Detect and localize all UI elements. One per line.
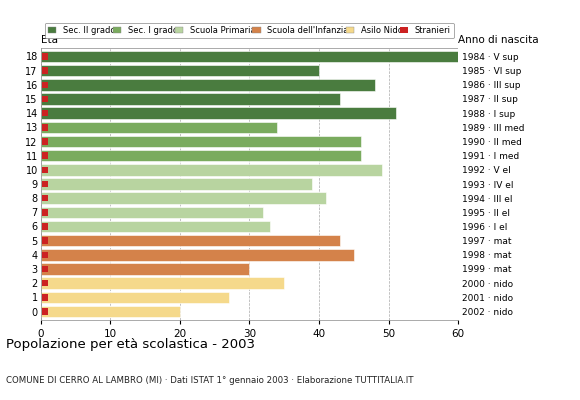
- Bar: [42, 82, 48, 88]
- Bar: [42, 152, 48, 159]
- Bar: [41, 51, 458, 62]
- Text: Popolazione per età scolastica - 2003: Popolazione per età scolastica - 2003: [6, 338, 255, 351]
- Text: Età: Età: [41, 35, 57, 45]
- Bar: [42, 294, 48, 300]
- Bar: [41, 221, 270, 232]
- Bar: [41, 136, 361, 147]
- Bar: [42, 68, 48, 74]
- Bar: [41, 93, 340, 105]
- Bar: [42, 195, 48, 201]
- Bar: [41, 65, 319, 76]
- Bar: [41, 206, 263, 218]
- Bar: [41, 249, 354, 261]
- Bar: [41, 306, 180, 317]
- Bar: [42, 110, 48, 116]
- Bar: [42, 138, 48, 145]
- Bar: [41, 235, 340, 246]
- Bar: [41, 277, 284, 289]
- Bar: [41, 178, 312, 190]
- Bar: [42, 266, 48, 272]
- Bar: [41, 263, 249, 275]
- Bar: [42, 280, 48, 286]
- Bar: [42, 308, 48, 315]
- Bar: [42, 252, 48, 258]
- Bar: [41, 150, 361, 162]
- Bar: [41, 122, 277, 133]
- Bar: [42, 96, 48, 102]
- Bar: [42, 223, 48, 230]
- Bar: [42, 209, 48, 216]
- Bar: [42, 53, 48, 60]
- Bar: [42, 238, 48, 244]
- Bar: [42, 181, 48, 187]
- Bar: [41, 79, 375, 91]
- Bar: [42, 167, 48, 173]
- Text: Anno di nascita: Anno di nascita: [458, 35, 539, 45]
- Text: COMUNE DI CERRO AL LAMBRO (MI) · Dati ISTAT 1° gennaio 2003 · Elaborazione TUTTI: COMUNE DI CERRO AL LAMBRO (MI) · Dati IS…: [6, 376, 414, 385]
- Bar: [41, 192, 326, 204]
- Bar: [41, 107, 396, 119]
- Legend: Sec. II grado, Sec. I grado, Scuola Primaria, Scuola dell'Infanzia, Asilo Nido, : Sec. II grado, Sec. I grado, Scuola Prim…: [45, 23, 454, 38]
- Bar: [42, 124, 48, 130]
- Bar: [41, 164, 382, 176]
- Bar: [41, 292, 229, 303]
